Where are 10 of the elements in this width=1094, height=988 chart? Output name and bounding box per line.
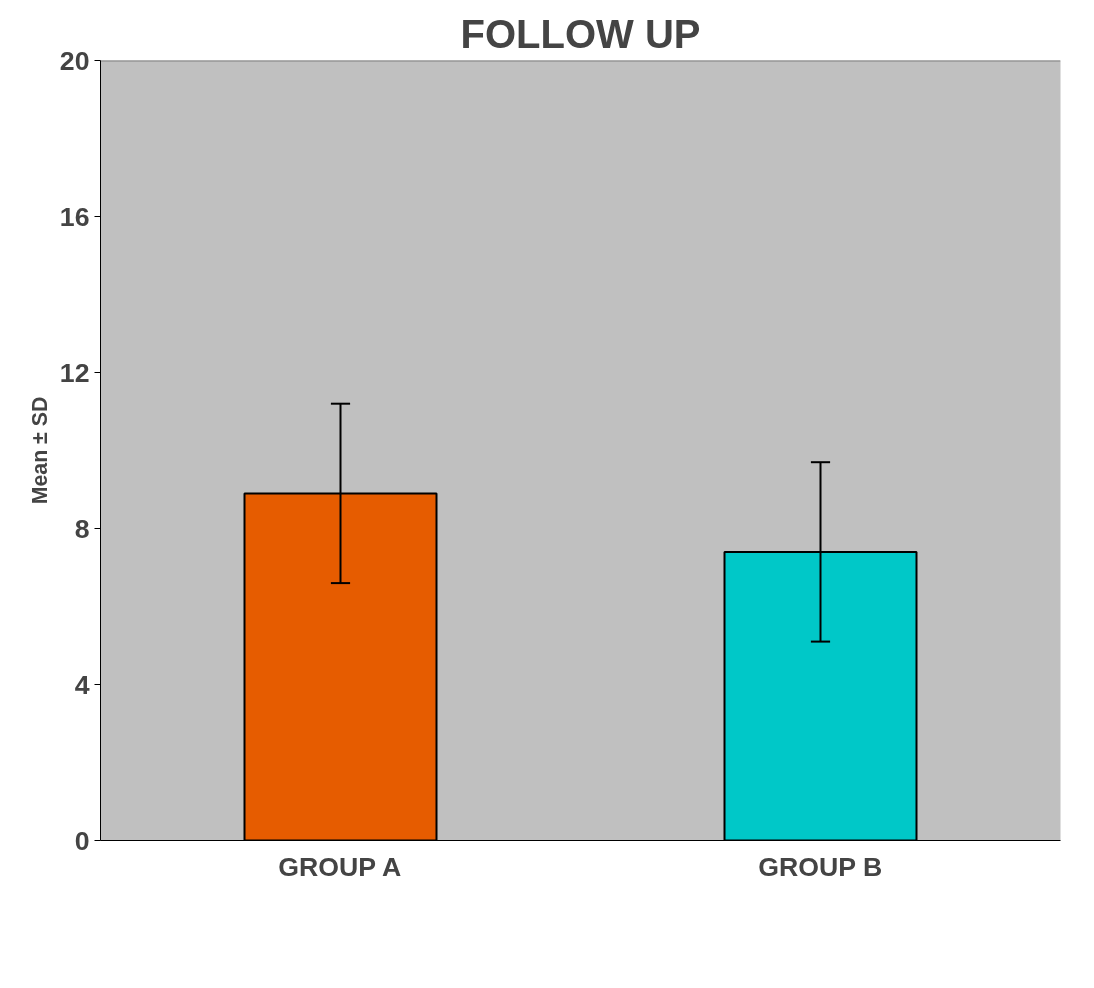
y-tick-label: 12 [59,357,90,388]
y-tick-label: 16 [59,201,90,232]
chart-title: FOLLOW UP [460,11,701,56]
x-tick-label: GROUP B [758,851,883,882]
y-tick-label: 20 [59,45,90,76]
x-tick-label: GROUP A [278,851,402,882]
y-axis-title: Mean ± SD [27,396,52,505]
y-tick-label: 4 [74,669,90,700]
y-tick-label: 8 [74,513,90,544]
y-tick-label: 0 [74,825,90,856]
